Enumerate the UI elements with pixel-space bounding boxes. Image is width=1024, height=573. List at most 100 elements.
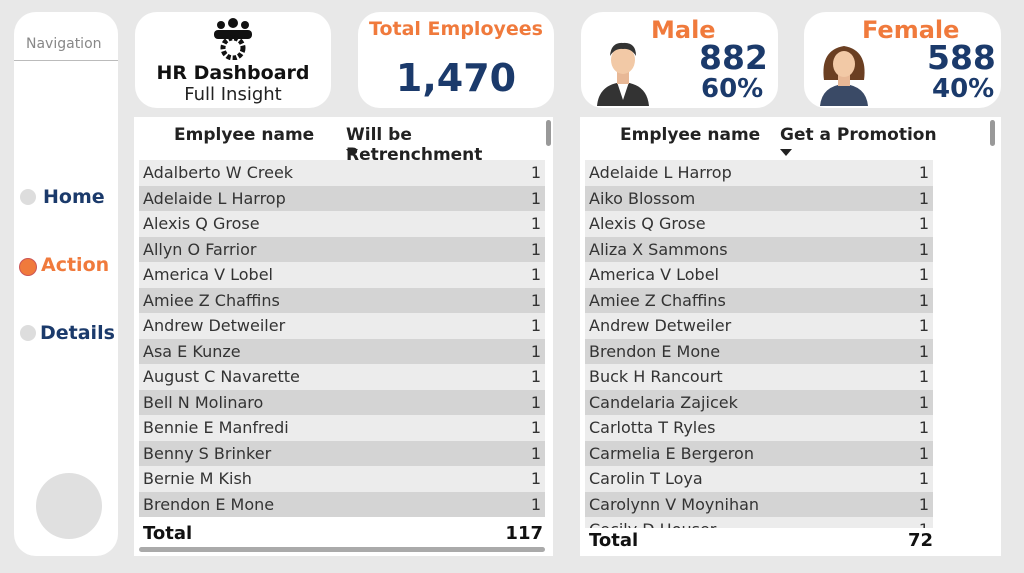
column-header[interactable]: Emplyee name (620, 125, 761, 145)
scrollbar[interactable] (139, 547, 545, 552)
cell-value: 1 (918, 188, 929, 208)
table-row[interactable]: Allyn O Farrior 1 (139, 236, 545, 262)
female-card: Female 588 40% (804, 12, 1001, 108)
card-label: Male (651, 16, 716, 44)
employee-name: Bernie M Kish (143, 469, 252, 488)
nav-item[interactable]: Details (40, 322, 115, 344)
table-row[interactable]: Amiee Z Chaffins 1 (585, 287, 933, 313)
cell-value: 1 (530, 418, 541, 437)
total-value: 117 (505, 523, 543, 544)
table-row[interactable]: Adelaide L Harrop 1 (585, 160, 933, 186)
employee-name: Alexis Q Grose (589, 214, 706, 233)
button[interactable] (36, 473, 102, 539)
table-body: Adelaide L Harrop 1 Aiko Blossom 1 Alexis Q … (585, 160, 933, 528)
table: Emplyee name Get a Promotion Adelaide L Ha… (580, 117, 1001, 556)
employee-name: Bell N Molinaro (143, 392, 264, 412)
employee-name: Adelaide L Harrop (143, 188, 286, 208)
cell-value: 1 (530, 214, 541, 233)
nav-title: Navigation (26, 36, 102, 52)
cell-value: 1 (918, 494, 929, 514)
total-value: 72 (907, 530, 933, 551)
table-row[interactable]: Brendon E Mone 1 (139, 491, 545, 517)
table-row[interactable]: Andrew Detweiler 1 (585, 313, 933, 339)
cell-value: 1 (918, 214, 929, 233)
cell-value: 1 (918, 367, 929, 386)
card-count: 588 (927, 38, 996, 77)
table-row[interactable]: Buck H Rancourt 1 (585, 364, 933, 390)
cell-value: 1 (918, 163, 929, 182)
table-row[interactable]: America V Lobel 1 (585, 262, 933, 288)
employee-name: Brendon E Mone (589, 341, 721, 361)
table-row[interactable]: Bennie E Manfredi 1 (139, 415, 545, 441)
employee-name: Andrew Detweiler (589, 316, 732, 335)
employee-name: Asa E Kunze (143, 341, 241, 361)
cell-value: 1 (530, 188, 541, 208)
card-count: 882 (699, 38, 768, 77)
sort-arrow[interactable] (780, 149, 792, 156)
table-row[interactable]: August C Navarette 1 (139, 364, 545, 390)
table-row[interactable]: Amiee Z Chaffins 1 (139, 287, 545, 313)
cell-value: 1 (918, 469, 929, 488)
table-row[interactable]: Bell N Molinaro 1 (139, 389, 545, 415)
table-row[interactable]: Aiko Blossom 1 (585, 185, 933, 211)
cell-value: 1 (530, 443, 541, 463)
table-row[interactable]: Carmelia E Bergeron 1 (585, 440, 933, 466)
table: Emplyee name Will be Retrenchment Adalbert… (134, 117, 553, 556)
cell-value: 1 (530, 265, 541, 284)
table-row[interactable]: Brendon E Mone 1 (585, 338, 933, 364)
table-row[interactable]: Asa E Kunze 1 (139, 338, 545, 364)
total-label: Total (589, 530, 639, 551)
cell-value: 1 (530, 341, 541, 361)
column-header[interactable]: Emplyee name (174, 125, 315, 145)
employee-name: America V Lobel (589, 265, 719, 284)
table-row[interactable]: Carolin T Loya 1 (585, 466, 933, 492)
cell-value: 1 (530, 239, 541, 259)
table-row[interactable]: Cecily D Houser 1 (585, 517, 933, 528)
employee-name: Carolynn V Moynihan (589, 494, 760, 514)
employee-name: Andrew Detweiler (143, 316, 286, 335)
table-row[interactable]: Alexis Q Grose 1 (585, 211, 933, 237)
employee-name: Carolin T Loya (589, 469, 703, 488)
table-row[interactable]: Carolynn V Moynihan 1 (585, 491, 933, 517)
nav-item[interactable]: Home (43, 186, 105, 208)
employee-name: Brendon E Mone (143, 494, 275, 514)
employee-name: Adelaide L Harrop (589, 163, 732, 182)
cell-value: 1 (530, 494, 541, 514)
nav-item[interactable]: Action (41, 254, 110, 276)
cell-value: 1 (918, 443, 929, 463)
cell-value: 1 (918, 316, 929, 335)
employee-name: Allyn O Farrior (143, 239, 257, 259)
employee-name: Candelaria Zajicek (589, 392, 738, 412)
table-row[interactable]: Adalberto W Creek 1 (139, 160, 545, 186)
table-row[interactable]: Benny S Brinker 1 (139, 440, 545, 466)
brand-subtitle: Full Insight (184, 84, 282, 105)
table-row[interactable]: Carlotta T Ryles 1 (585, 415, 933, 441)
cell-value: 1 (918, 265, 929, 284)
team-icon (214, 18, 252, 60)
male-card: Male 882 60% (581, 12, 778, 108)
scrollbar[interactable] (990, 120, 995, 146)
table-row[interactable]: Bernie M Kish 1 (139, 466, 545, 492)
table-row[interactable]: America V Lobel 1 (139, 262, 545, 288)
divider (14, 60, 118, 61)
radio[interactable] (20, 189, 36, 205)
table-row[interactable]: Alexis Q Grose 1 (139, 211, 545, 237)
column-header[interactable]: Get a Promotion (780, 125, 937, 145)
table-row[interactable]: Candelaria Zajicek 1 (585, 389, 933, 415)
cell-value: 1 (530, 163, 541, 182)
employee-name: Buck H Rancourt (589, 367, 723, 386)
employee-name: Amiee Z Chaffins (143, 290, 280, 310)
radio[interactable] (19, 258, 37, 276)
column-header[interactable]: Will be Retrenchment (346, 125, 483, 165)
scrollbar[interactable] (546, 120, 551, 146)
card-percent: 60% (701, 74, 764, 104)
cell-value: 1 (918, 290, 929, 310)
radio[interactable] (20, 325, 36, 341)
table-row[interactable]: Adelaide L Harrop 1 (139, 185, 545, 211)
employee-name: Amiee Z Chaffins (589, 290, 726, 310)
table-row[interactable]: Aliza X Sammons 1 (585, 236, 933, 262)
sort-arrow[interactable] (346, 149, 358, 156)
table-row[interactable]: Andrew Detweiler 1 (139, 313, 545, 339)
male-icon (597, 42, 649, 106)
employee-name: Aliza X Sammons (589, 239, 728, 259)
